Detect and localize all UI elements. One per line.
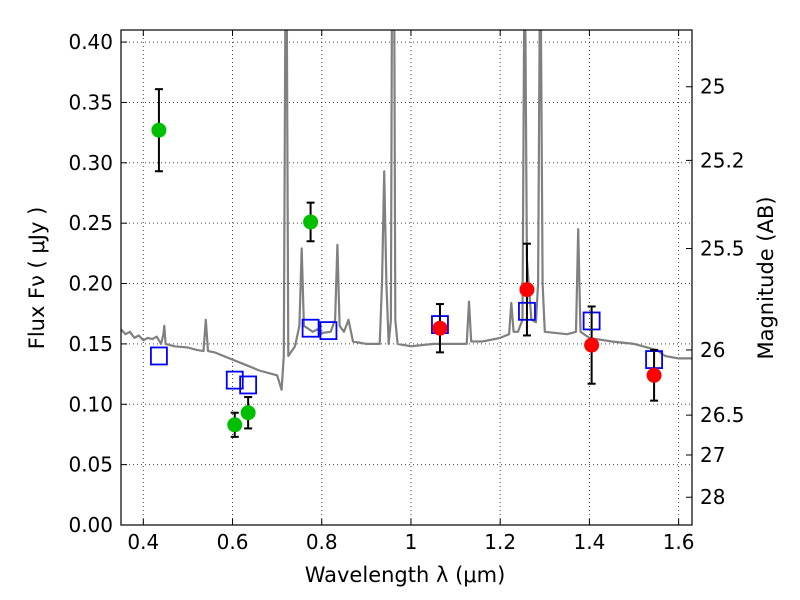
y-tick-label: 0.25	[68, 211, 113, 235]
y-tick-label: 0.15	[68, 332, 113, 356]
observed-point-red	[584, 337, 600, 353]
x-tick-label: 0.6	[217, 530, 249, 554]
model-photometry-square	[319, 321, 338, 341]
x-tick-label: 0.8	[306, 530, 338, 554]
x-tick-label: 1.2	[484, 530, 516, 554]
right-tick-label: 26.5	[700, 403, 745, 427]
y-tick-label: 0.00	[68, 513, 113, 537]
photometry-points	[150, 88, 663, 438]
y-axis-label: Flux Fν ( μJy )	[25, 207, 49, 350]
observed-point-green	[303, 214, 319, 230]
model-photometry-square	[225, 370, 244, 390]
y-tick-label: 0.30	[68, 151, 113, 175]
observed-point-red	[519, 282, 535, 298]
x-tick-label: 0.4	[127, 530, 159, 554]
right-tick-label: 25	[700, 75, 725, 99]
right-tick-label: 25.2	[700, 148, 745, 172]
right-tick-label: 27	[700, 443, 725, 467]
y-tick-label: 0.40	[68, 30, 113, 54]
y-tick-label: 0.20	[68, 272, 113, 296]
x-axis-label: Wavelength λ (μm)	[305, 563, 506, 587]
axis-ticks	[121, 30, 692, 526]
y-tick-label: 0.10	[68, 392, 113, 416]
model-photometry-square	[239, 375, 258, 395]
y-tick-label: 0.05	[68, 453, 113, 477]
model-photometry-square	[301, 318, 320, 338]
x-tick-label: 1.4	[573, 530, 605, 554]
right-tick-label: 26	[700, 338, 725, 362]
model-spectrum-line	[121, 30, 692, 391]
right-tick-label: 28	[700, 485, 725, 509]
plot-frame	[120, 29, 693, 526]
tick-labels: 0.4 0.6 0.8 1 1.2 1.4 1.6 0.00 0.05 0.10 0.15 0.20 0…	[68, 30, 744, 554]
y-tick-label: 0.35	[68, 90, 113, 114]
x-tick-label: 1.6	[663, 530, 695, 554]
right-tick-label: 25.5	[700, 237, 745, 261]
x-tick-label: 1	[405, 530, 418, 554]
observed-point-red	[432, 320, 448, 336]
right-y-axis-label: Magnitude (AB)	[754, 196, 778, 359]
observed-point-green	[151, 122, 167, 138]
observed-point-green	[240, 405, 256, 421]
model-photometry-square	[150, 346, 168, 366]
observed-point-red	[646, 367, 662, 383]
observed-point-green	[227, 417, 243, 433]
grid-lines	[121, 30, 692, 526]
